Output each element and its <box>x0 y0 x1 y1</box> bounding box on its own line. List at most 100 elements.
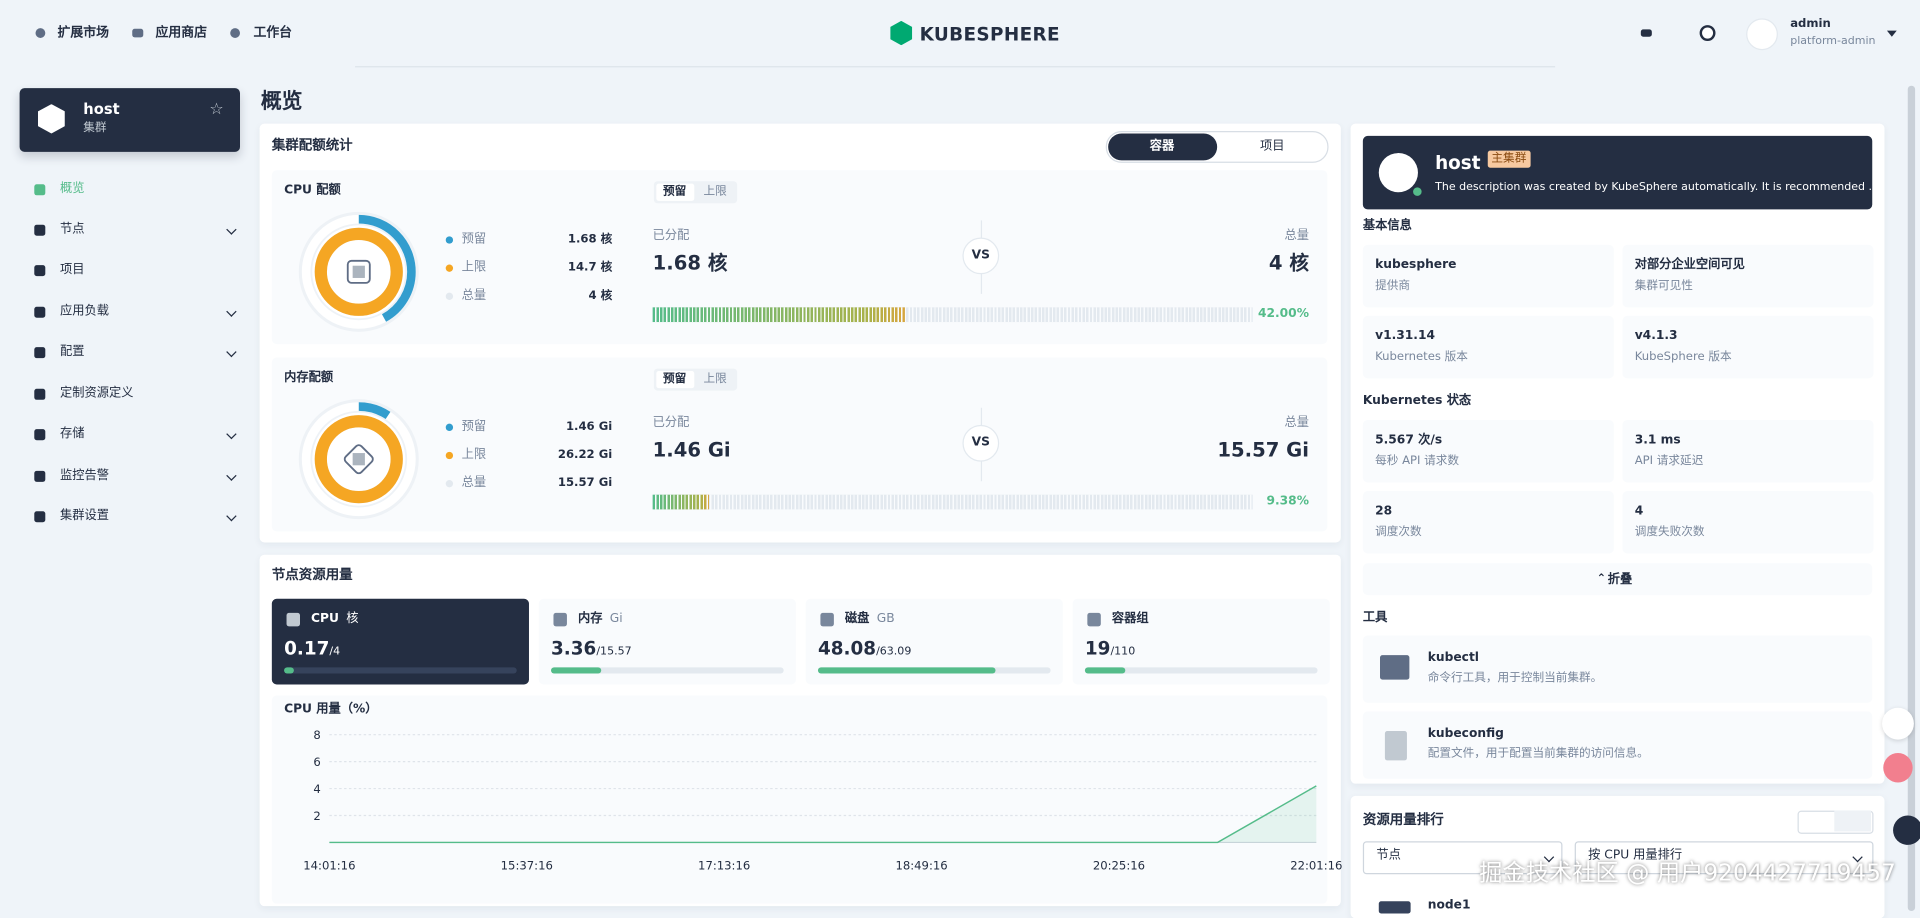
card-header: 容器组 <box>1112 611 1149 628</box>
fold-icon[interactable]: ⌃ <box>1596 573 1606 586</box>
chevron[interactable] <box>226 306 237 317</box>
nav-item[interactable]: 集群设置 <box>60 509 109 523</box>
nav-link[interactable]: 扩展市场 <box>57 25 109 41</box>
toggle-active[interactable] <box>656 371 695 389</box>
node-name[interactable]: node1 <box>1427 898 1471 913</box>
nav-item[interactable]: 节点 <box>60 222 85 237</box>
tool-card[interactable] <box>1362 711 1873 779</box>
card-header: 磁盘 GB <box>845 611 895 628</box>
tab-active[interactable] <box>1108 133 1218 161</box>
status-dot <box>1411 186 1423 198</box>
tile-label: KubeSphere 版本 <box>1634 350 1732 364</box>
legend-value: 1.46 Gi <box>565 420 613 434</box>
nav-link[interactable]: 工作台 <box>253 25 293 41</box>
legend-value: 26.22 Gi <box>557 448 613 462</box>
nav-item[interactable]: 存储 <box>60 427 85 441</box>
tool-icon <box>1384 731 1407 761</box>
info-tile <box>1362 491 1614 554</box>
tab[interactable]: 项目 <box>1260 139 1285 154</box>
chevron[interactable] <box>226 470 237 481</box>
chevron[interactable] <box>226 346 237 358</box>
logo-text: KUBESPHERE <box>919 23 1060 46</box>
sort-active[interactable] <box>1834 810 1872 832</box>
tool-name[interactable]: kubeconfig <box>1427 727 1504 741</box>
info-tile <box>1622 420 1874 483</box>
card-value: 0.17/4 <box>284 637 340 663</box>
usage-track <box>1084 667 1318 674</box>
total: /63.09 <box>876 645 912 659</box>
card-header: 内存 Gi <box>578 611 623 628</box>
total: /15.57 <box>596 645 632 659</box>
nav-icon <box>34 265 46 277</box>
apps-icon[interactable] <box>1640 29 1652 37</box>
star-icon[interactable]: ☆ <box>209 100 224 119</box>
legend-value: 15.57 Gi <box>557 476 613 490</box>
progress-label: 42.00% <box>1257 307 1309 321</box>
chevron[interactable] <box>226 224 237 235</box>
total-value: 4 核 <box>1268 251 1309 275</box>
tab[interactable]: 容器 <box>1149 139 1175 154</box>
chevron[interactable] <box>226 510 237 522</box>
scrollbar <box>1907 85 1916 912</box>
nav-icon <box>132 28 144 38</box>
toggle-option[interactable]: 上限 <box>703 184 727 199</box>
allocated-label: 已分配 <box>652 228 690 243</box>
fold-bar[interactable] <box>1362 563 1873 596</box>
cluster-name[interactable]: host <box>83 100 120 118</box>
float-button[interactable] <box>1893 815 1920 845</box>
avatar[interactable] <box>1746 18 1778 51</box>
legend-name: 上限 <box>461 448 487 462</box>
badge: 主集群 <box>1487 150 1531 168</box>
float-button[interactable] <box>1882 707 1914 740</box>
card-name: 容器组 <box>1111 612 1149 626</box>
settings-icon[interactable] <box>1699 25 1716 42</box>
tile-label: Kubernetes 版本 <box>1375 350 1468 364</box>
nav-icon <box>34 347 46 359</box>
section-title: 基本信息 <box>1362 219 1412 233</box>
legend-name: 预留 <box>461 232 487 247</box>
info-tile <box>1362 420 1614 483</box>
usage-fill <box>551 667 602 674</box>
fold-button[interactable]: 折叠 <box>1607 573 1633 587</box>
nav-item[interactable]: 定制资源定义 <box>60 386 134 401</box>
legend-value: 4 核 <box>588 288 613 303</box>
nav-item[interactable]: 监控告警 <box>60 468 109 483</box>
chart-title: CPU 用量（%） <box>284 702 378 717</box>
nav-item[interactable]: 应用负载 <box>60 304 109 319</box>
tile-value: 对部分企业空间可见 <box>1634 258 1745 272</box>
total-label: 总量 <box>1284 416 1309 430</box>
toggle-option[interactable]: 预留 <box>663 372 687 386</box>
nav-item[interactable]: 项目 <box>60 263 85 277</box>
info-tile <box>1622 244 1874 308</box>
info-tile <box>1622 315 1874 379</box>
panel-title: 集群配额统计 <box>271 137 353 154</box>
cluster-label: 集群 <box>83 121 107 135</box>
card-name: CPU <box>311 612 339 626</box>
nav-link[interactable]: 应用商店 <box>155 25 207 41</box>
float-button[interactable] <box>1883 753 1913 783</box>
tile-value: v4.1.3 <box>1634 329 1678 343</box>
vs-circle <box>962 237 1000 275</box>
tool-card[interactable] <box>1362 635 1873 703</box>
divider <box>355 66 1556 68</box>
nav-item[interactable]: 配置 <box>60 345 85 359</box>
select-value[interactable]: 节点 <box>1376 848 1401 863</box>
card-name: 内存 <box>577 612 603 626</box>
tool-name[interactable]: kubectl <box>1427 651 1480 665</box>
used: 0.17 <box>284 637 330 660</box>
select[interactable] <box>1574 841 1874 875</box>
section-title: 内存配额 <box>284 371 334 385</box>
user-role: platform-admin <box>1790 35 1876 48</box>
used: 3.36 <box>551 637 597 660</box>
toggle-option[interactable]: 预留 <box>663 184 687 199</box>
legend-name: 总量 <box>461 476 487 490</box>
nav-item[interactable]: 概览 <box>60 182 85 196</box>
toggle-active[interactable] <box>656 183 695 201</box>
toggle-option[interactable]: 上限 <box>703 372 727 386</box>
user-name[interactable]: admin <box>1790 17 1831 31</box>
chevron[interactable] <box>226 428 237 440</box>
select-value[interactable]: 按 CPU 用量排行 <box>1588 848 1683 863</box>
card-unit: Gi <box>609 612 623 626</box>
caret[interactable] <box>1886 30 1897 42</box>
select[interactable] <box>1362 841 1563 875</box>
